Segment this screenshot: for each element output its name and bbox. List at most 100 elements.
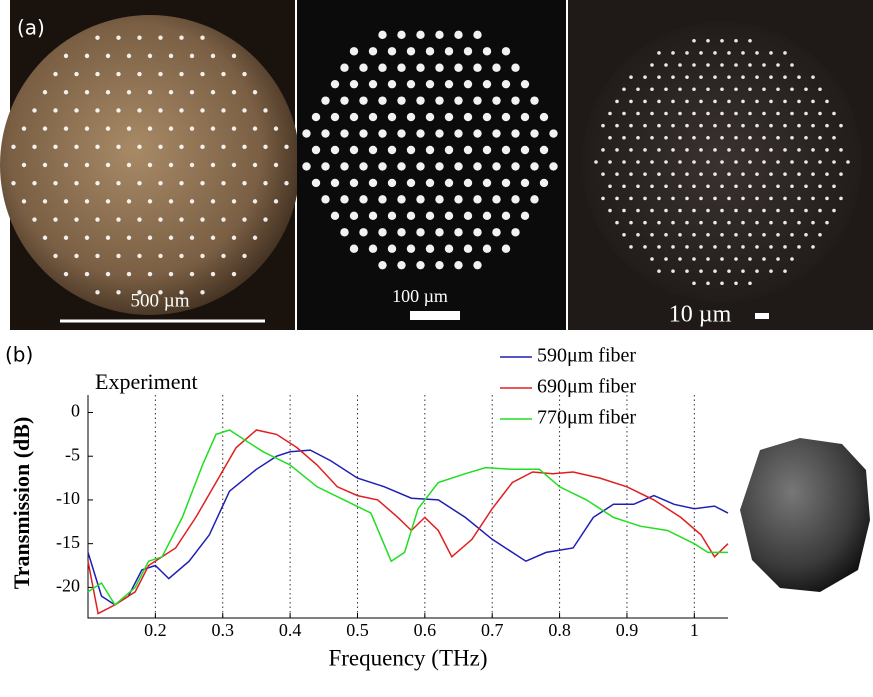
- hole: [501, 145, 511, 155]
- hole: [685, 172, 689, 176]
- hole: [425, 79, 435, 89]
- hole: [179, 108, 184, 113]
- hole: [105, 162, 111, 168]
- hole: [95, 35, 100, 40]
- hole: [615, 196, 619, 201]
- hole: [63, 199, 69, 204]
- hole: [105, 90, 111, 95]
- hole: [221, 253, 226, 259]
- hole: [804, 135, 808, 140]
- hole: [397, 129, 406, 138]
- hole: [720, 232, 724, 237]
- hole: [762, 184, 766, 189]
- hole: [748, 87, 752, 92]
- hole: [406, 79, 416, 89]
- hole: [435, 228, 444, 237]
- hole: [397, 195, 406, 204]
- hole: [692, 257, 696, 261]
- hole: [755, 51, 759, 55]
- hole: [790, 232, 794, 237]
- hole: [776, 135, 780, 140]
- hole: [692, 281, 696, 286]
- hole: [755, 148, 759, 152]
- hole: [783, 220, 787, 225]
- hole: [685, 245, 689, 249]
- hole: [473, 63, 482, 72]
- hole: [797, 172, 801, 176]
- hole: [32, 144, 37, 150]
- hole: [748, 111, 752, 116]
- y-tick-label: 0: [71, 401, 80, 421]
- hole: [387, 178, 397, 188]
- hole: [650, 111, 654, 116]
- hole: [790, 160, 794, 164]
- hole: [492, 96, 501, 105]
- hole: [713, 196, 717, 201]
- hole: [32, 108, 37, 113]
- hole: [755, 75, 759, 79]
- hole: [692, 208, 696, 213]
- hole: [769, 51, 773, 55]
- hole: [105, 199, 111, 204]
- hole: [530, 162, 539, 171]
- hole: [252, 199, 258, 204]
- hole: [242, 108, 247, 113]
- hole: [368, 211, 378, 221]
- hole: [539, 145, 549, 155]
- hole: [776, 257, 780, 261]
- hole: [804, 111, 808, 116]
- hole: [650, 208, 654, 213]
- hole: [368, 145, 378, 155]
- hole: [368, 178, 378, 188]
- hole: [755, 196, 759, 201]
- hole: [818, 87, 822, 92]
- hole: [179, 217, 184, 222]
- hole: [706, 232, 710, 237]
- hole: [734, 87, 738, 92]
- hole: [435, 195, 444, 204]
- hole: [671, 123, 675, 128]
- hole: [692, 135, 696, 140]
- hole: [741, 75, 745, 79]
- hole: [492, 228, 501, 237]
- hole: [692, 87, 696, 92]
- hole: [349, 178, 359, 188]
- hole: [769, 196, 773, 201]
- hole: [168, 235, 174, 240]
- hole: [368, 47, 378, 56]
- hole: [368, 79, 378, 89]
- hole: [797, 245, 801, 249]
- hole: [811, 148, 815, 152]
- hole: [755, 245, 759, 249]
- hole: [482, 211, 492, 221]
- hole: [664, 232, 668, 237]
- hole: [387, 79, 397, 89]
- hole: [706, 111, 710, 116]
- legend-label: 690μm fiber: [537, 376, 636, 398]
- hole: [790, 87, 794, 92]
- x-tick-label: 1: [690, 620, 699, 640]
- hole: [650, 87, 654, 92]
- hole: [231, 53, 237, 59]
- hole: [349, 211, 359, 221]
- hole: [678, 184, 682, 189]
- hole: [200, 217, 205, 222]
- hole: [776, 63, 780, 67]
- annotation: Experiment: [95, 369, 198, 394]
- hole: [126, 271, 132, 277]
- hole: [539, 112, 549, 122]
- hole: [116, 108, 121, 113]
- hole: [734, 38, 738, 43]
- hole: [839, 172, 843, 176]
- hole: [454, 195, 463, 204]
- hole: [741, 172, 745, 176]
- hole: [147, 162, 153, 168]
- hole: [158, 144, 163, 150]
- hole: [549, 129, 558, 138]
- hole: [520, 178, 530, 188]
- hole: [727, 75, 731, 79]
- hole: [790, 135, 794, 140]
- hole: [42, 199, 48, 204]
- hole: [321, 195, 330, 204]
- hole: [126, 235, 132, 240]
